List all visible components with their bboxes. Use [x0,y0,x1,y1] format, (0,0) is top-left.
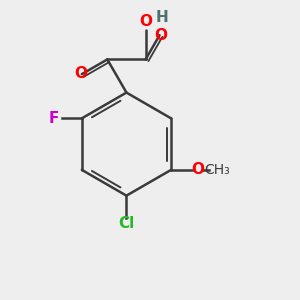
Text: Cl: Cl [118,216,135,231]
Text: CH₃: CH₃ [204,163,230,177]
Text: F: F [49,111,59,126]
Text: H: H [155,10,168,25]
Text: O: O [191,162,204,177]
Text: O: O [154,28,167,43]
Text: O: O [74,66,87,81]
Text: O: O [139,14,152,28]
